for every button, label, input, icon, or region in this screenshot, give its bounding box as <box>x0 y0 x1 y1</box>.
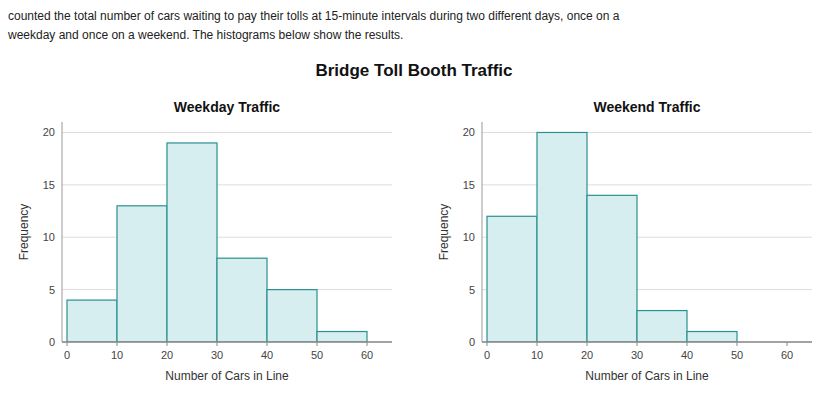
histogram-bar <box>67 300 117 342</box>
histogram-bar <box>317 332 367 342</box>
x-tick <box>687 342 688 346</box>
y-axis-label: Frequency <box>17 204 31 261</box>
bars <box>487 132 737 342</box>
x-tick-label: 40 <box>681 349 693 361</box>
y-tick-label: 20 <box>463 126 475 138</box>
x-tick <box>487 342 488 346</box>
histogram-bar <box>587 195 637 342</box>
chart-svg: counted the total number of cars waiting… <box>0 0 828 411</box>
x-axis-label: Number of Cars in Line <box>585 369 709 383</box>
subplot-title: Weekday Traffic <box>174 99 281 115</box>
histogram-bar <box>687 332 737 342</box>
subplot-title: Weekend Traffic <box>593 99 700 115</box>
x-tick <box>317 342 318 346</box>
grid-line <box>62 237 392 238</box>
grid-line <box>482 132 812 133</box>
y-tick-label: 5 <box>49 284 55 296</box>
x-tick-label: 40 <box>261 349 273 361</box>
x-tick <box>167 342 168 346</box>
grid-line <box>62 184 392 185</box>
histogram-bar <box>217 258 267 342</box>
grid-line <box>482 184 812 185</box>
x-tick <box>537 342 538 346</box>
x-tick-label: 30 <box>211 349 223 361</box>
y-tick-label: 5 <box>469 284 475 296</box>
x-tick-label: 10 <box>531 349 543 361</box>
description-text: weekday and once on a weekend. The histo… <box>7 28 403 42</box>
grid-line <box>62 342 392 343</box>
x-tick <box>217 342 218 346</box>
bars <box>67 143 367 342</box>
histogram-bar <box>487 216 537 342</box>
x-tick-label: 20 <box>161 349 173 361</box>
x-tick-label: 50 <box>311 349 323 361</box>
y-tick-label: 0 <box>49 336 55 348</box>
x-tick <box>267 342 268 346</box>
histogram-bar <box>167 143 217 342</box>
x-tick-label: 60 <box>781 349 793 361</box>
histogram-bar <box>537 132 587 342</box>
y-tick-label: 10 <box>463 231 475 243</box>
x-tick-label: 20 <box>581 349 593 361</box>
y-tick-label: 15 <box>463 179 475 191</box>
x-tick-label: 30 <box>631 349 643 361</box>
y-tick-label: 20 <box>43 126 55 138</box>
x-tick-label: 0 <box>484 349 490 361</box>
x-tick <box>117 342 118 346</box>
x-axis-label: Number of Cars in Line <box>165 369 289 383</box>
x-axis-line <box>62 341 392 343</box>
grid-line <box>482 342 812 343</box>
y-axis-label: Frequency <box>437 204 451 261</box>
x-tick-label: 0 <box>64 349 70 361</box>
x-tick-label: 10 <box>111 349 123 361</box>
histogram-panel: Weekend Traffic 0 5 10 15 20 0 10 20 30 40 50 60 Numb… <box>437 99 812 383</box>
x-tick-label: 60 <box>361 349 373 361</box>
x-tick <box>637 342 638 346</box>
x-tick <box>787 342 788 346</box>
y-axis-line <box>62 122 63 342</box>
x-tick <box>587 342 588 346</box>
x-tick-label: 50 <box>731 349 743 361</box>
background <box>0 0 828 411</box>
histogram-bar <box>637 311 687 342</box>
histogram-panel: Weekday Traffic 0 5 10 15 20 0 10 20 30 40 50 60 Numb… <box>17 99 392 383</box>
x-tick <box>737 342 738 346</box>
x-axis-line <box>482 341 812 343</box>
x-tick <box>367 342 368 346</box>
histogram-bar <box>267 290 317 342</box>
chart-title: Bridge Toll Booth Traffic <box>315 61 512 80</box>
x-tick <box>67 342 68 346</box>
description-text: counted the total number of cars waiting… <box>8 9 620 23</box>
y-tick-label: 15 <box>43 179 55 191</box>
y-tick-label: 0 <box>469 336 475 348</box>
histogram-bar <box>117 206 167 342</box>
grid-line <box>62 132 392 133</box>
y-axis-line <box>482 122 483 342</box>
y-tick-label: 10 <box>43 231 55 243</box>
